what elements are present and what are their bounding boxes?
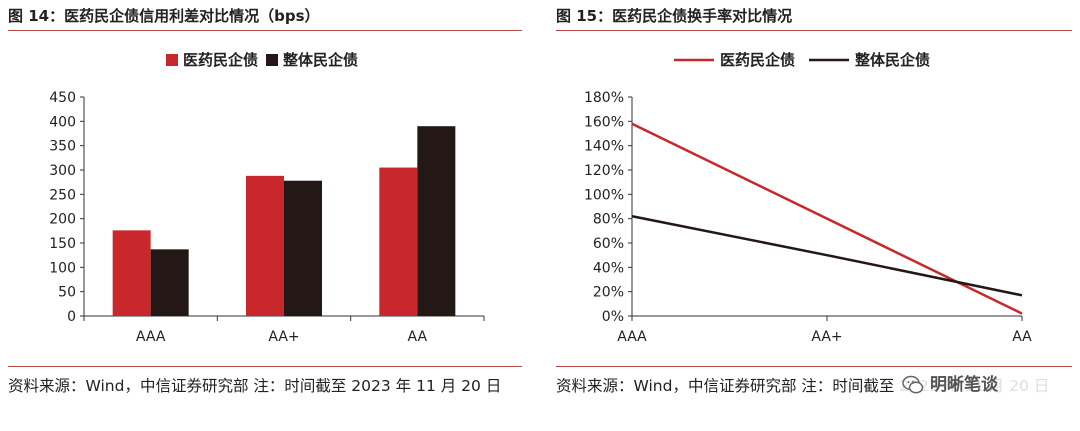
bar-0-0 [112, 230, 151, 316]
figure-14-top-rule [8, 30, 522, 31]
y-tick-label: 160% [584, 114, 624, 130]
watermark-text: 明晰笔谈 [930, 375, 998, 395]
wechat-icon [902, 375, 924, 394]
legend-swatch-1 [266, 54, 279, 66]
x-tick-label: AA [408, 329, 428, 345]
figure-15-top-rule [556, 30, 1072, 31]
y-tick-label: 0 [67, 309, 76, 325]
y-tick-label: 120% [584, 163, 624, 179]
series-line-1 [631, 215, 1023, 297]
legend-label-0: 医药民企债 [720, 51, 795, 69]
y-tick-label: 250 [49, 187, 76, 203]
legend-label-0: 医药民企债 [183, 51, 258, 69]
y-tick-label: 200 [49, 212, 76, 228]
y-tick-label: 350 [49, 139, 76, 155]
legend-swatch-0 [166, 54, 178, 66]
figure-15-bottom-rule [556, 366, 1072, 367]
y-tick-label: 20% [593, 285, 624, 301]
x-tick-label: AA+ [811, 329, 842, 345]
y-tick-label: 80% [593, 212, 624, 228]
y-tick-label: 40% [593, 260, 624, 276]
y-tick-label: 0% [602, 309, 624, 325]
figure-14-panel: 图 14：医药民企债信用利差对比情况（bps） 医药民企债 整体民企债 0 50 100… [0, 0, 530, 431]
y-tick-label: 150 [49, 236, 76, 252]
y-tick-label: 100 [49, 260, 76, 276]
figure-14-title: 图 14：医药民企债信用利差对比情况（bps） [8, 7, 320, 25]
watermark-badge: 明晰笔谈 [896, 370, 1076, 400]
bar-1-1 [284, 180, 322, 316]
credit-spread-bar-chart: 医药民企债 整体民企债050100150200250300350400450AAA… [49, 51, 485, 345]
y-tick-label: 140% [584, 139, 624, 155]
bar-0-2 [379, 167, 418, 316]
x-tick-label: AAA [136, 329, 166, 345]
y-tick-label: 300 [49, 163, 76, 179]
x-tick-label: AAA [617, 329, 647, 345]
x-tick-label: AA [1012, 329, 1032, 345]
figure-14-source-note: 资料来源：Wind，中信证券研究部 注：时间截至 2023 年 11 月 20 … [8, 377, 502, 395]
figure-15-panel: 图 15：医药民企债换手率对比情况 医药民企债 整体民企债 0% 20% 40% 60% 8… [548, 0, 1080, 431]
x-tick-label: AA+ [268, 329, 299, 345]
figure-14-bottom-rule [8, 366, 522, 367]
y-tick-label: 180% [584, 90, 624, 106]
bar-0-1 [246, 175, 284, 316]
y-tick-label: 60% [593, 236, 624, 252]
bar-1-0 [150, 249, 189, 316]
figure-15-title: 图 15：医药民企债换手率对比情况 [556, 7, 793, 25]
y-tick-label: 50 [58, 285, 76, 301]
y-tick-label: 400 [49, 114, 76, 130]
y-tick-label: 450 [49, 90, 76, 106]
y-tick-label: 100% [584, 187, 624, 203]
turnover-rate-line-chart: 医药民企债 整体民企债 0% 20% 40% 60% 80% 100% 120% 140% 160%… [584, 51, 1032, 345]
legend-label-1: 整体民企债 [283, 51, 358, 69]
legend-label-1: 整体民企债 [855, 51, 930, 69]
series-line-0 [631, 122, 1023, 315]
bar-1-2 [417, 126, 456, 316]
